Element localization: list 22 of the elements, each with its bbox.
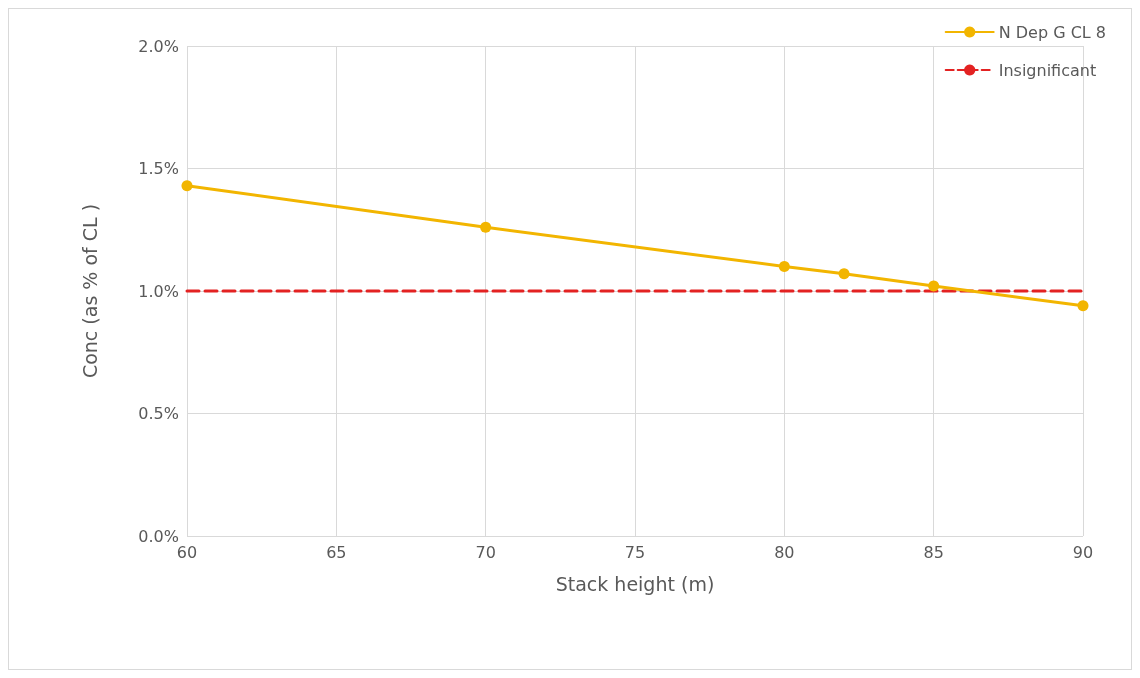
point — [838, 268, 850, 280]
x-tick-label: 60 — [176, 542, 198, 562]
point — [480, 221, 492, 233]
x-tick-label: 65 — [326, 542, 347, 562]
y-axis-title: Conc (as % of CL ) — [78, 203, 101, 379]
point — [928, 280, 940, 292]
y-tick-label: 1.0% — [138, 281, 179, 301]
x-tick-label: 75 — [624, 542, 646, 562]
y-tick-label: 2.0% — [138, 36, 179, 56]
x-tick-label: 85 — [923, 542, 944, 562]
point — [181, 180, 193, 192]
point — [1077, 300, 1089, 312]
legend-label: N Dep G CL 8 — [998, 22, 1106, 42]
legend-label: Insignificant — [998, 60, 1097, 80]
x-axis-title: Stack height (m) — [555, 572, 715, 595]
x-tick-label: 90 — [1072, 542, 1094, 562]
y-tick-label: 1.5% — [138, 159, 179, 178]
point — [778, 261, 790, 272]
x-tick-label: 70 — [475, 542, 496, 562]
y-tick-label: 0.5% — [138, 404, 179, 423]
y-tick-label: 0.0% — [138, 526, 179, 546]
x-tick-label: 80 — [774, 542, 795, 562]
